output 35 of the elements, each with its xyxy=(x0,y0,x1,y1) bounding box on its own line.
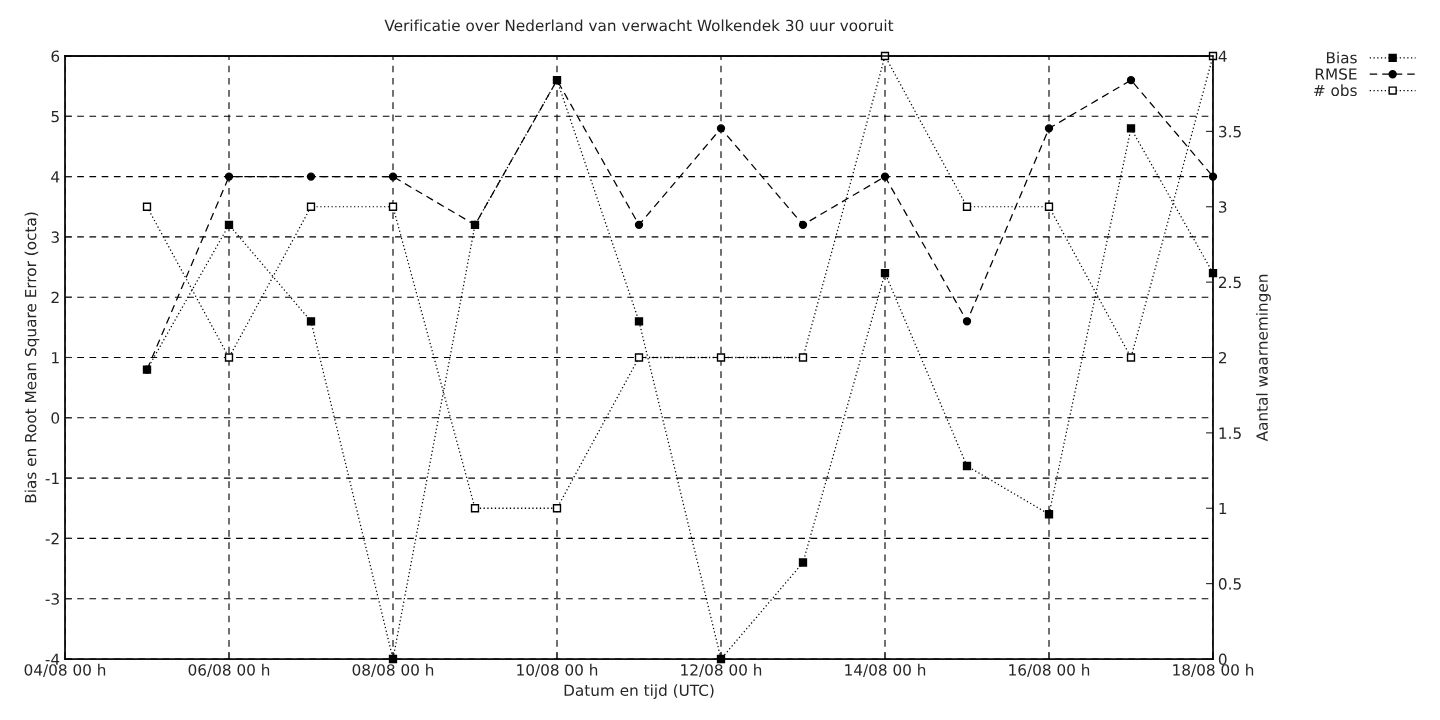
y2-tick-label: 0.5 xyxy=(1218,578,1241,590)
x-tick-label: 12/08 00 h xyxy=(681,663,762,677)
y-tick-label: -4 xyxy=(45,653,60,665)
y-tick-label: 6 xyxy=(51,50,60,63)
y2-tick-label: 3 xyxy=(1219,201,1227,213)
y2-tick-label: 1.5 xyxy=(1219,427,1241,439)
y-tick-label: 0 xyxy=(51,412,60,424)
y2-tick-label: 0 xyxy=(1218,653,1227,666)
y-tick-label: 4 xyxy=(51,171,60,183)
y2-axis-title: Aantal waarnemingen xyxy=(1256,274,1271,442)
legend-label: # obs xyxy=(1314,84,1357,97)
y2-tick-label: 4 xyxy=(1218,50,1227,62)
y2-tick-label: 1 xyxy=(1219,502,1227,515)
y-tick-label: 3 xyxy=(51,231,59,243)
x-tick-label: 08/08 00 h xyxy=(352,663,434,677)
x-tick-label: 10/08 00 h xyxy=(517,663,598,677)
y-axis-title: Bias en Root Mean Square Error (octa) xyxy=(24,212,40,503)
y-tick-label: -2 xyxy=(45,532,59,545)
y-tick-label: -3 xyxy=(45,593,59,605)
legend-label: RMSE xyxy=(1315,68,1357,80)
x-tick-label: 16/08 00 h xyxy=(1009,663,1090,677)
y-tick-label: -1 xyxy=(45,472,59,484)
y-tick-label: 1 xyxy=(52,352,59,364)
chart-title: Verificatie over Nederland van verwacht Wolkendek 30 uur vooruit xyxy=(384,19,894,32)
legend-label: Bias xyxy=(1326,51,1357,64)
x-tick-label: 04/08 00 h xyxy=(24,663,106,677)
x-tick-label: 14/08 00 h xyxy=(845,663,926,677)
x-tick-label: 18/08 00 h xyxy=(1173,663,1254,677)
y-tick-label: 5 xyxy=(51,110,59,123)
y2-tick-label: 2 xyxy=(1218,351,1227,364)
y-tick-label: 2 xyxy=(51,291,59,303)
x-tick-label: 06/08 00 h xyxy=(188,663,270,677)
y2-tick-label: 3.5 xyxy=(1219,125,1241,138)
y2-tick-label: 2.5 xyxy=(1218,276,1241,289)
x-axis-title: Datum en tijd (UTC) xyxy=(564,684,714,699)
